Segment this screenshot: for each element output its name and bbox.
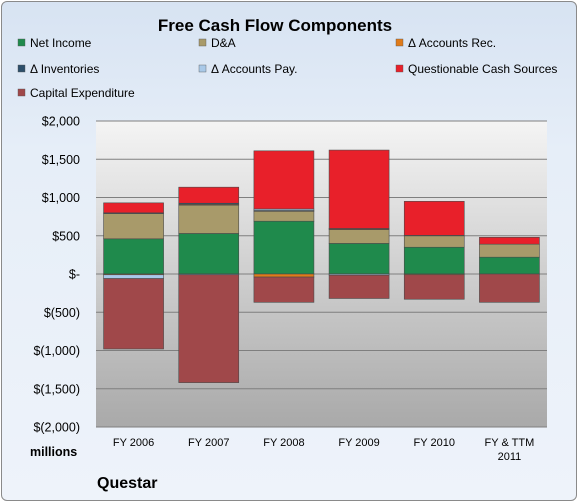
y-tick-label: $(1,500) [33, 382, 80, 396]
bar-questionable-cash-sources-fy-2007 [178, 186, 240, 204]
y-tick-label: $- [69, 268, 80, 282]
bar-capital-expenditure-fy-2008 [253, 276, 315, 303]
bar-d-a-fy-2007 [178, 204, 240, 234]
y-tick-label: $1,000 [42, 191, 80, 205]
chart-title: Free Cash Flow Components [158, 16, 392, 35]
bar-questionable-cash-sources-fy-ttm-2011 [479, 236, 540, 245]
bar-net-income-fy-2008 [253, 220, 315, 275]
bar-d-a-fy-2009 [328, 229, 390, 244]
bar-capital-expenditure-fy-2006 [103, 278, 164, 350]
bar-d-a-fy-2010 [403, 235, 465, 248]
y-tick-label: $500 [52, 229, 80, 243]
bar-capital-expenditure-fy-2009 [328, 274, 390, 299]
legend-label-accounts-pay: Δ Accounts Pay. [211, 62, 298, 76]
y-tick-label: $(500) [44, 306, 80, 320]
bar-d-a-fy-2008 [253, 210, 315, 222]
legend-label-capital-expenditure: Capital Expenditure [30, 86, 135, 100]
y-tick-label: $(1,000) [33, 344, 80, 358]
bar-capital-expenditure-fy-2010 [403, 274, 465, 300]
bar-questionable-cash-sources-fy-2010 [403, 201, 465, 236]
bar-net-income-fy-2010 [403, 246, 465, 275]
legend-swatch-accounts-rec [395, 38, 404, 47]
bar-net-income-fy-2007 [178, 233, 240, 275]
x-category-label: FY 2010 [414, 437, 455, 449]
y-axis-ticks: $2,000 $1,500 $1,000 $500 $- $(500) $(1,000) $(… [33, 115, 80, 435]
bar-accounts-rec-fy-2008 [253, 273, 315, 278]
legend-swatch-capital-expenditure [17, 88, 26, 97]
company-name: Questar [97, 475, 157, 492]
bar-capital-expenditure-fy-ttm-2011 [479, 273, 540, 303]
legend-swatch-accounts-pay [198, 64, 207, 73]
legend-label-questionable-cash-sources: Questionable Cash Sources [408, 62, 557, 76]
y-tick-label: $(2,000) [33, 421, 80, 435]
bar-questionable-cash-sources-fy-2009 [328, 149, 390, 229]
y-tick-label: $2,000 [42, 115, 80, 129]
gridlines [96, 120, 547, 428]
x-axis-categories: FY 2006 FY 2007 FY 2008 FY 2009 FY 2010 FY & … [113, 437, 534, 463]
bar-net-income-fy-2009 [328, 243, 390, 275]
bar-net-income-fy-ttm-2011 [479, 256, 540, 275]
bar-questionable-cash-sources-fy-2006 [103, 202, 164, 214]
legend-label-d-a: D&A [211, 36, 236, 50]
bar-d-a-fy-2006 [103, 213, 164, 240]
bars [103, 149, 540, 383]
x-category-label: FY 2007 [188, 437, 229, 449]
legend-label-net-income: Net Income [30, 36, 92, 50]
x-category-label: FY 2006 [113, 437, 154, 449]
legend-swatch-inventories [17, 64, 26, 73]
x-category-label: FY 2008 [263, 437, 304, 449]
units-label: millions [30, 445, 77, 459]
legend-label-accounts-rec: Δ Accounts Rec. [408, 36, 496, 50]
x-category-label: FY 2009 [338, 437, 379, 449]
legend-label-inventories: Δ Inventories [30, 62, 99, 76]
bar-net-income-fy-2006 [103, 238, 164, 275]
bar-accounts-pay-fy-2006 [103, 274, 164, 279]
x-category-label: FY & TTM 2011 [485, 437, 535, 463]
bar-d-a-fy-ttm-2011 [479, 243, 540, 258]
legend-swatch-d-a [198, 38, 207, 47]
legend-swatch-net-income [17, 38, 26, 47]
bar-capital-expenditure-fy-2007 [178, 274, 240, 383]
bar-questionable-cash-sources-fy-2008 [253, 150, 315, 210]
legend-swatch-questionable-cash-sources [395, 64, 404, 73]
legend: Net Income D&A Δ Accounts Rec. Δ Inventorie… [17, 36, 557, 100]
y-tick-label: $1,500 [42, 153, 80, 167]
